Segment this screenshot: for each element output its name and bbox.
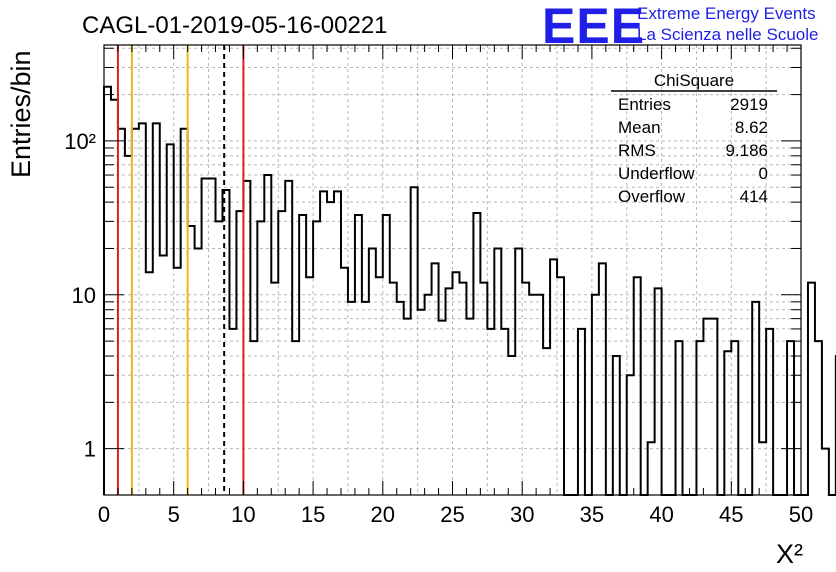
y-axis-label: Entries/bin — [6, 50, 36, 178]
x-tick-label: 10 — [231, 502, 255, 527]
x-tick-label: 35 — [580, 502, 604, 527]
axis-ticks — [103, 45, 802, 495]
x-tick-label: 30 — [510, 502, 534, 527]
stats-box: ChiSquare Entries 2919 Mean 8.62 RMS 9.186 Und… — [611, 71, 777, 206]
y-tick-labels: 1 10 10² — [64, 129, 96, 462]
logo-line-2: La Scienza nelle Scuole — [637, 25, 818, 44]
x-tick-label: 15 — [301, 502, 325, 527]
grid — [104, 45, 801, 495]
x-axis-label: Χ² — [776, 539, 803, 569]
x-tick-label: 5 — [168, 502, 180, 527]
stats-value: 8.62 — [735, 118, 768, 137]
x-tick-label: 45 — [719, 502, 743, 527]
stats-value: 2919 — [730, 95, 768, 114]
stats-title: ChiSquare — [654, 71, 734, 90]
x-tick-label: 0 — [98, 502, 110, 527]
stats-label: Mean — [618, 118, 661, 137]
stats-value: 0 — [759, 164, 768, 183]
eee-logo: EEE Extreme Energy Events La Scienza nel… — [542, 0, 818, 54]
logo-line-1: Extreme Energy Events — [637, 4, 816, 23]
stats-label: Entries — [618, 95, 671, 114]
stats-label: RMS — [618, 141, 656, 160]
x-tick-label: 40 — [649, 502, 673, 527]
x-tick-labels: 0 5 10 15 20 25 30 35 40 45 50 — [98, 502, 813, 527]
x-tick-label: 25 — [440, 502, 464, 527]
y-tick-label: 1 — [84, 437, 96, 462]
threshold-lines — [116, 45, 245, 495]
stats-label: Underflow — [618, 164, 695, 183]
chart-title: CAGL-01-2019-05-16-00221 — [82, 12, 388, 39]
stats-value: 414 — [740, 187, 768, 206]
x-tick-label: 20 — [371, 502, 395, 527]
stats-value: 9.186 — [725, 141, 768, 160]
y-tick-label: 10² — [64, 129, 96, 154]
x-tick-label: 50 — [789, 502, 813, 527]
y-tick-label: 10 — [72, 283, 96, 308]
stats-label: Overflow — [618, 187, 686, 206]
